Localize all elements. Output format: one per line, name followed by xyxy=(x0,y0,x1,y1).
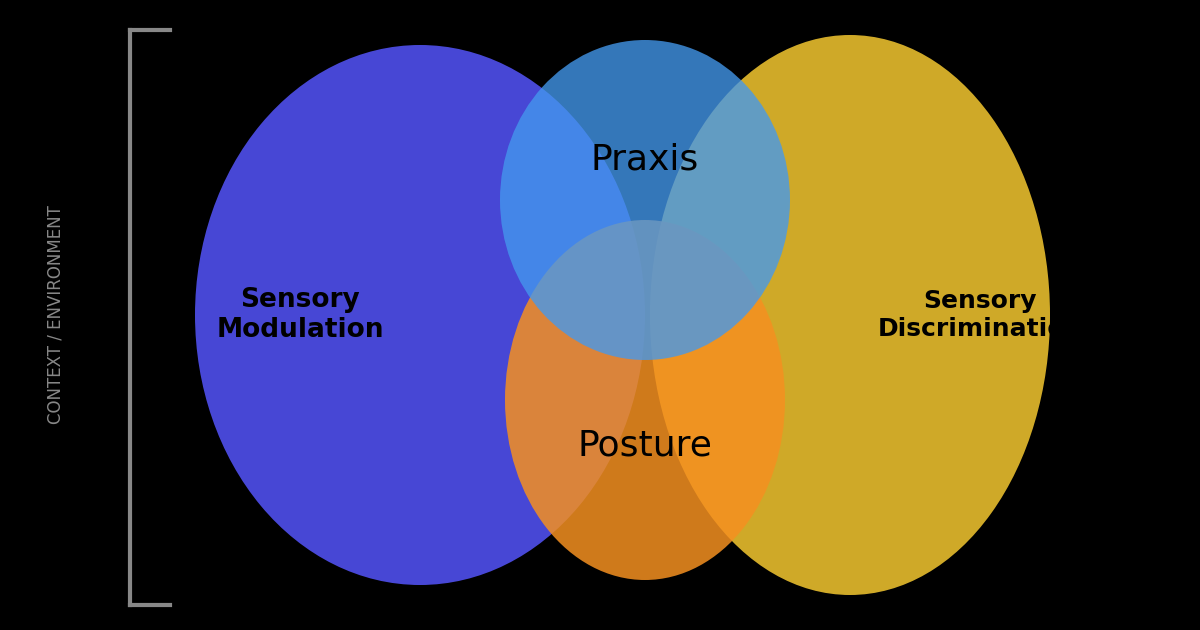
Text: CONTEXT / ENVIRONMENT: CONTEXT / ENVIRONMENT xyxy=(46,205,64,425)
Ellipse shape xyxy=(650,35,1050,595)
Ellipse shape xyxy=(500,40,790,360)
Text: Sensory
Discrimination: Sensory Discrimination xyxy=(877,289,1082,341)
Ellipse shape xyxy=(505,220,785,580)
Text: Praxis: Praxis xyxy=(590,143,700,177)
Text: Sensory
Modulation: Sensory Modulation xyxy=(216,287,384,343)
Text: Posture: Posture xyxy=(577,428,713,462)
Ellipse shape xyxy=(194,45,646,585)
